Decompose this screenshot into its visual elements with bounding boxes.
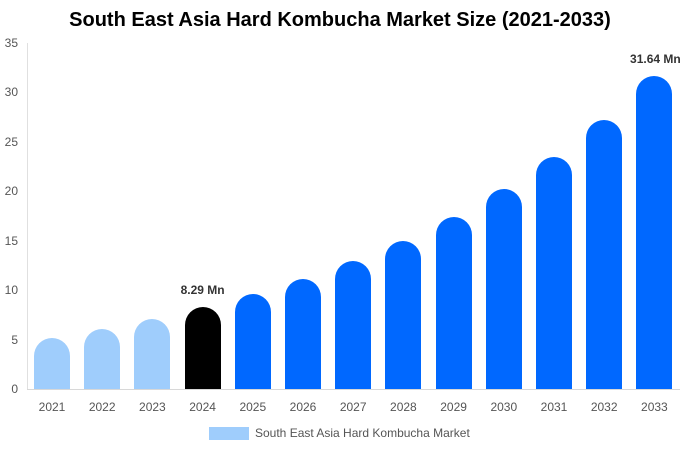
x-tick-label: 2026 xyxy=(289,400,317,414)
y-tick-label: 20 xyxy=(4,184,18,199)
bar-2033[interactable] xyxy=(636,76,673,389)
x-tick-label: 2031 xyxy=(540,400,568,414)
bar-2027[interactable] xyxy=(335,261,372,389)
y-tick-label: 15 xyxy=(4,233,18,248)
x-tick-label: 2024 xyxy=(189,400,216,414)
x-tick-label: 2025 xyxy=(239,400,267,414)
y-axis-line xyxy=(27,43,28,389)
plot-area xyxy=(27,43,680,389)
x-tick-label: 2030 xyxy=(490,400,518,414)
bar-2028[interactable] xyxy=(385,240,422,389)
bar-2030[interactable] xyxy=(485,189,522,389)
x-tick-label: 2033 xyxy=(641,400,668,414)
y-tick-label: 25 xyxy=(4,134,18,149)
x-tick-label: 2023 xyxy=(139,400,166,414)
bar-2029[interactable] xyxy=(435,217,472,389)
y-tick-label: 30 xyxy=(4,85,18,100)
x-tick-label: 2021 xyxy=(38,400,66,414)
x-tick-label: 2032 xyxy=(590,400,618,414)
bar-2025[interactable] xyxy=(234,294,271,389)
chart-title: South East Asia Hard Kombucha Market Siz… xyxy=(69,9,611,31)
bar-2031[interactable] xyxy=(536,156,572,389)
value-label-2024: 8.29 Mn xyxy=(180,283,225,298)
x-tick-label: 2022 xyxy=(88,400,116,414)
x-tick-label: 2027 xyxy=(339,400,367,414)
bar-2021[interactable] xyxy=(34,337,70,389)
value-label-2033: 31.64 Mn xyxy=(630,52,680,67)
bar-2026[interactable] xyxy=(285,279,321,389)
bar-2023[interactable] xyxy=(134,318,171,389)
x-axis-line xyxy=(27,389,680,390)
y-tick-label: 10 xyxy=(4,283,18,298)
y-tick-label: 35 xyxy=(4,36,18,50)
y-tick-label: 0 xyxy=(11,382,18,396)
x-tick-label: 2028 xyxy=(390,400,417,414)
y-tick-label: 5 xyxy=(11,332,18,347)
legend[interactable]: South East Asia Hard Kombucha Market xyxy=(209,426,470,440)
legend-label: South East Asia Hard Kombucha Market xyxy=(255,426,470,440)
bar-2024[interactable] xyxy=(184,307,221,389)
legend-swatch xyxy=(209,426,249,440)
bar-2022[interactable] xyxy=(84,328,121,389)
x-tick-label: 2029 xyxy=(440,400,467,414)
bar-2032[interactable] xyxy=(586,120,623,389)
